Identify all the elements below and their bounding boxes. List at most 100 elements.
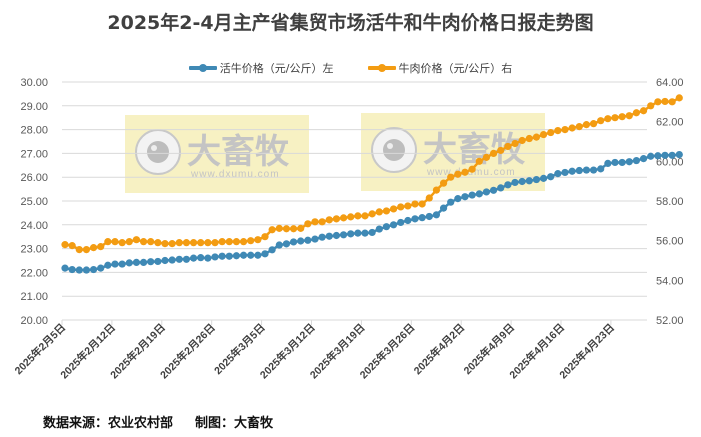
data-point: [189, 254, 198, 262]
data-point: [647, 102, 655, 110]
x-axis: 2025年2月5日2025年2月12日2025年2月19日2025年2月26日2…: [12, 319, 647, 381]
data-point: [511, 178, 519, 187]
data-point: [639, 107, 648, 115]
data-point: [411, 200, 419, 208]
data-point: [482, 188, 491, 196]
data-point: [447, 198, 455, 206]
data-point: [139, 258, 148, 267]
data-point: [325, 232, 333, 240]
y2-tick-label: 54.00: [656, 275, 684, 287]
data-point: [454, 195, 462, 203]
y-tick-label: 21.00: [20, 291, 48, 303]
data-point: [475, 157, 483, 165]
data-point: [68, 265, 76, 274]
line-marker-icon: [188, 64, 217, 72]
legend-item-beef[interactable]: 牛肉价格（元/公斤）右: [367, 60, 513, 76]
data-point: [625, 158, 633, 166]
data-point: [282, 240, 291, 248]
data-point: [604, 115, 612, 123]
data-point: [125, 259, 133, 267]
data-point: [68, 242, 76, 250]
data-point: [204, 239, 212, 247]
data-point: [218, 238, 226, 246]
data-point: [111, 238, 119, 246]
series-beef: [61, 94, 683, 254]
data-point: [568, 167, 576, 175]
data-point: [154, 239, 162, 247]
y2-tick-label: 56.00: [656, 236, 684, 248]
data-point: [547, 128, 555, 137]
data-point: [411, 215, 419, 223]
y2-tick-label: 60.00: [656, 156, 684, 168]
data-point: [518, 177, 526, 186]
chart-footer: 数据来源：农业农村部 制图：大畜牧: [43, 412, 273, 431]
data-point: [575, 123, 583, 131]
data-point: [347, 230, 355, 238]
data-point: [154, 257, 162, 266]
data-point: [361, 229, 369, 237]
legend-item-live-cattle[interactable]: 活牛价格（元/公斤）左: [188, 60, 334, 76]
data-point: [268, 246, 276, 254]
watermark-brand: 大畜牧: [423, 130, 526, 169]
data-point: [432, 186, 441, 194]
y2-tick-label: 58.00: [656, 196, 684, 208]
data-point: [518, 136, 526, 145]
data-point: [161, 240, 169, 248]
data-point: [75, 245, 83, 254]
series-live-cattle: [61, 150, 683, 274]
data-point: [147, 238, 155, 246]
data-point: [489, 149, 498, 157]
data-point: [597, 165, 605, 173]
data-point: [382, 207, 391, 215]
data-point: [532, 175, 541, 184]
data-point: [197, 239, 205, 247]
y-tick-label: 26.00: [20, 172, 48, 184]
data-point: [61, 264, 69, 272]
data-point: [261, 250, 269, 258]
y-tick-label: 30.00: [20, 77, 48, 89]
data-point: [268, 226, 276, 234]
data-point: [239, 251, 248, 259]
data-point: [475, 190, 483, 198]
data-point: [318, 233, 326, 241]
data-point: [182, 255, 191, 263]
watermark-url: www.dxumu.com: [426, 167, 516, 178]
data-point: [175, 255, 183, 263]
data-point: [368, 210, 376, 218]
data-point: [675, 94, 683, 102]
y-tick-label: 24.00: [20, 220, 48, 232]
y-tick-label: 28.00: [20, 125, 48, 137]
data-point: [654, 152, 662, 160]
data-point: [118, 260, 126, 268]
data-point: [97, 243, 105, 251]
y-tick-label: 22.00: [20, 267, 48, 279]
data-point: [404, 216, 412, 225]
data-point: [454, 170, 462, 178]
data-point: [604, 159, 612, 167]
data-point: [539, 130, 548, 139]
data-point: [354, 229, 362, 237]
data-point: [61, 241, 69, 249]
data-point: [97, 264, 105, 272]
data-point: [297, 237, 305, 245]
y-axis-left: 20.00 21.00 22.00 23.00 24.00 25.00 26.00 27.00…: [20, 77, 48, 327]
data-point: [118, 239, 126, 247]
data-point: [89, 265, 98, 274]
data-point: [468, 191, 476, 199]
data-point: [618, 113, 626, 121]
data-point: [225, 238, 233, 246]
data-point: [582, 121, 591, 129]
data-point: [589, 166, 598, 174]
data-point: [168, 240, 176, 248]
watermark-url: www.dxumu.com: [190, 169, 280, 180]
data-point: [511, 139, 519, 148]
data-point: [439, 204, 448, 212]
data-point: [675, 150, 683, 159]
data-point: [432, 211, 441, 219]
x-tick-label: 2025年4月2日: [411, 321, 467, 377]
legend-label: 牛肉价格（元/公斤）右: [398, 62, 513, 75]
data-point: [425, 212, 433, 221]
data-series: [61, 94, 683, 274]
data-point: [611, 158, 619, 167]
